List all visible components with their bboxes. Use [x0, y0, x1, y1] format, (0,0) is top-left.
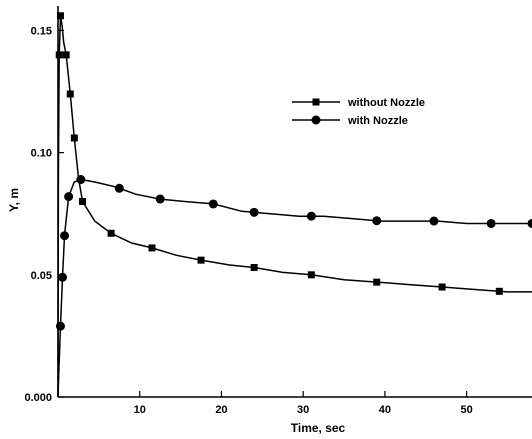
data-point — [487, 219, 496, 228]
data-point — [307, 212, 316, 221]
series-layer — [56, 12, 532, 397]
data-point — [496, 288, 503, 295]
data-point — [58, 273, 67, 282]
series-with-nozzle — [56, 175, 532, 397]
axes — [58, 6, 532, 397]
y-axis-label: Y, m — [7, 188, 21, 212]
data-point — [57, 12, 64, 19]
x-tick-label: 10 — [134, 404, 146, 416]
data-point — [528, 219, 532, 228]
data-point — [251, 264, 258, 271]
y-tick-label: 0.15 — [31, 25, 52, 37]
data-point — [115, 184, 124, 193]
data-point — [209, 199, 218, 208]
legend-marker — [312, 116, 321, 125]
y-tick-label: 0.000 — [24, 392, 52, 404]
y-tick-label: 0.05 — [31, 270, 52, 282]
series-without-nozzle — [56, 12, 532, 397]
legend-item-without-nozzle: without Nozzle — [292, 97, 425, 109]
data-point — [373, 279, 380, 286]
data-point — [71, 134, 78, 141]
data-point — [60, 231, 69, 240]
data-point — [250, 208, 259, 217]
data-point — [308, 271, 315, 278]
data-point — [148, 244, 155, 251]
data-point — [108, 230, 115, 237]
legend: without Nozzle with Nozzle — [292, 97, 425, 127]
legend-label: without Nozzle — [347, 97, 425, 109]
data-point — [56, 322, 65, 331]
data-point — [372, 216, 381, 225]
data-point — [76, 175, 85, 184]
data-point — [198, 257, 205, 264]
series-line-without-nozzle — [58, 16, 532, 397]
legend-label: with Nozzle — [347, 115, 408, 127]
data-point — [79, 198, 86, 205]
legend-marker — [313, 99, 320, 106]
y-tick-label: 0.10 — [31, 148, 52, 160]
legend-item-with-nozzle: with Nozzle — [292, 115, 408, 127]
x-tick-label: 20 — [215, 404, 227, 416]
x-tick-label: 30 — [297, 404, 309, 416]
x-axis-label: Time, sec — [291, 421, 346, 435]
x-tick-label: 40 — [379, 404, 391, 416]
data-point — [156, 195, 165, 204]
data-point — [429, 217, 438, 226]
data-point — [67, 90, 74, 97]
x-tick-label: 50 — [460, 404, 472, 416]
data-point — [56, 51, 63, 58]
data-point — [64, 192, 73, 201]
data-point — [63, 51, 70, 58]
data-point — [439, 284, 446, 291]
